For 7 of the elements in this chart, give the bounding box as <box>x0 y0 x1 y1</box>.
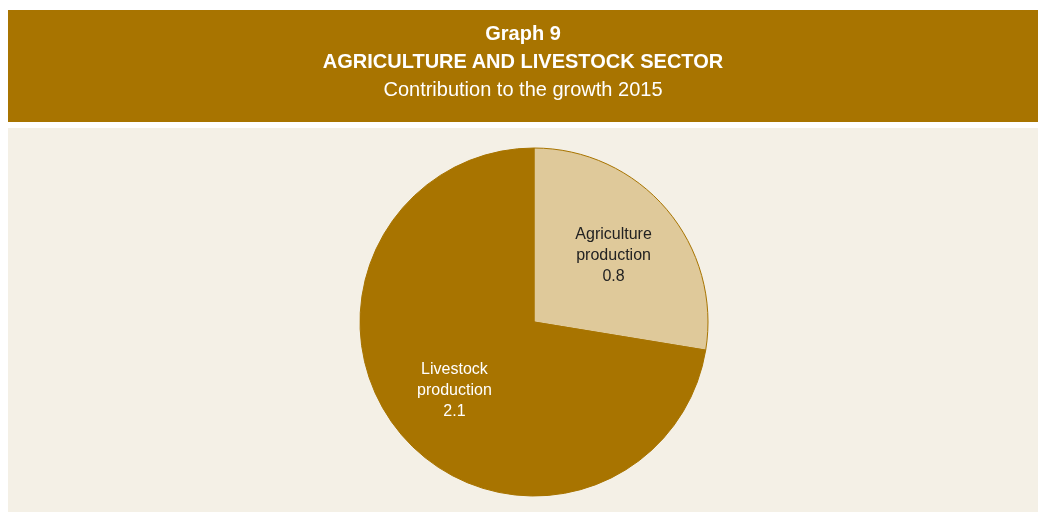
chart-title: Graph 9 AGRICULTURE AND LIVESTOCK SECTOR <box>322 22 724 72</box>
pie-slice <box>359 147 707 497</box>
slice-label: Livestock production <box>417 360 492 399</box>
data-label: 0.8 <box>602 267 625 285</box>
data-label: 2.1 <box>443 402 466 420</box>
chart-subtitle: Contribution to the growth 2015 <box>383 78 663 100</box>
slice-label: Agriculture production <box>575 225 652 264</box>
